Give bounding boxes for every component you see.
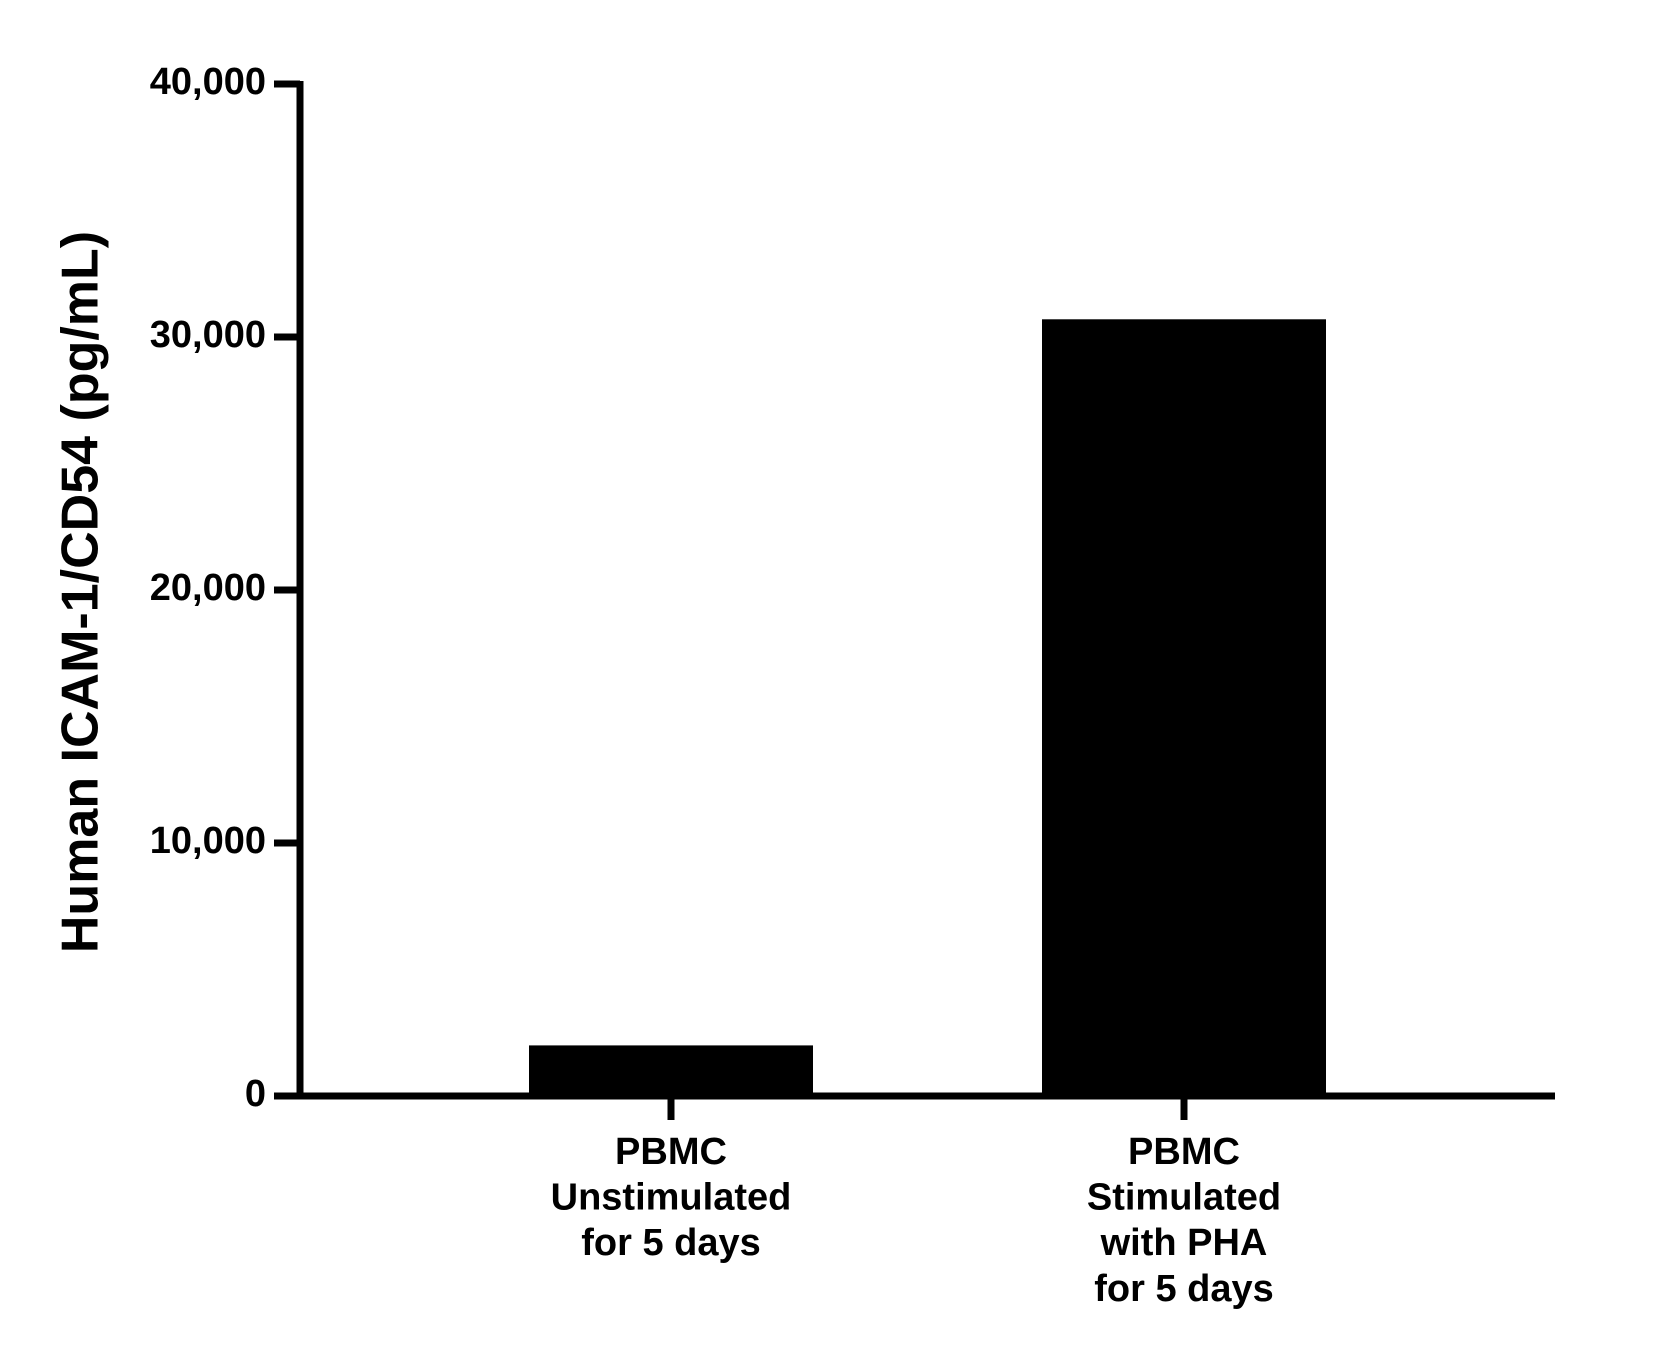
y-tick-label: 30,000 — [150, 314, 266, 356]
bar — [1042, 319, 1326, 1096]
x-tick-label: PBMC Stimulated with PHA for 5 days — [1087, 1131, 1281, 1310]
y-tick-label: 40,000 — [150, 61, 266, 103]
y-tick-label: 20,000 — [150, 567, 266, 609]
y-tick-label: 0 — [245, 1073, 266, 1115]
y-tick-label: 10,000 — [150, 820, 266, 862]
x-tick-label: PBMC Unstimulated for 5 days — [551, 1131, 792, 1264]
y-axis-label: Human ICAM-1/CD54 (pg/mL) — [52, 231, 110, 953]
bar — [529, 1045, 813, 1096]
